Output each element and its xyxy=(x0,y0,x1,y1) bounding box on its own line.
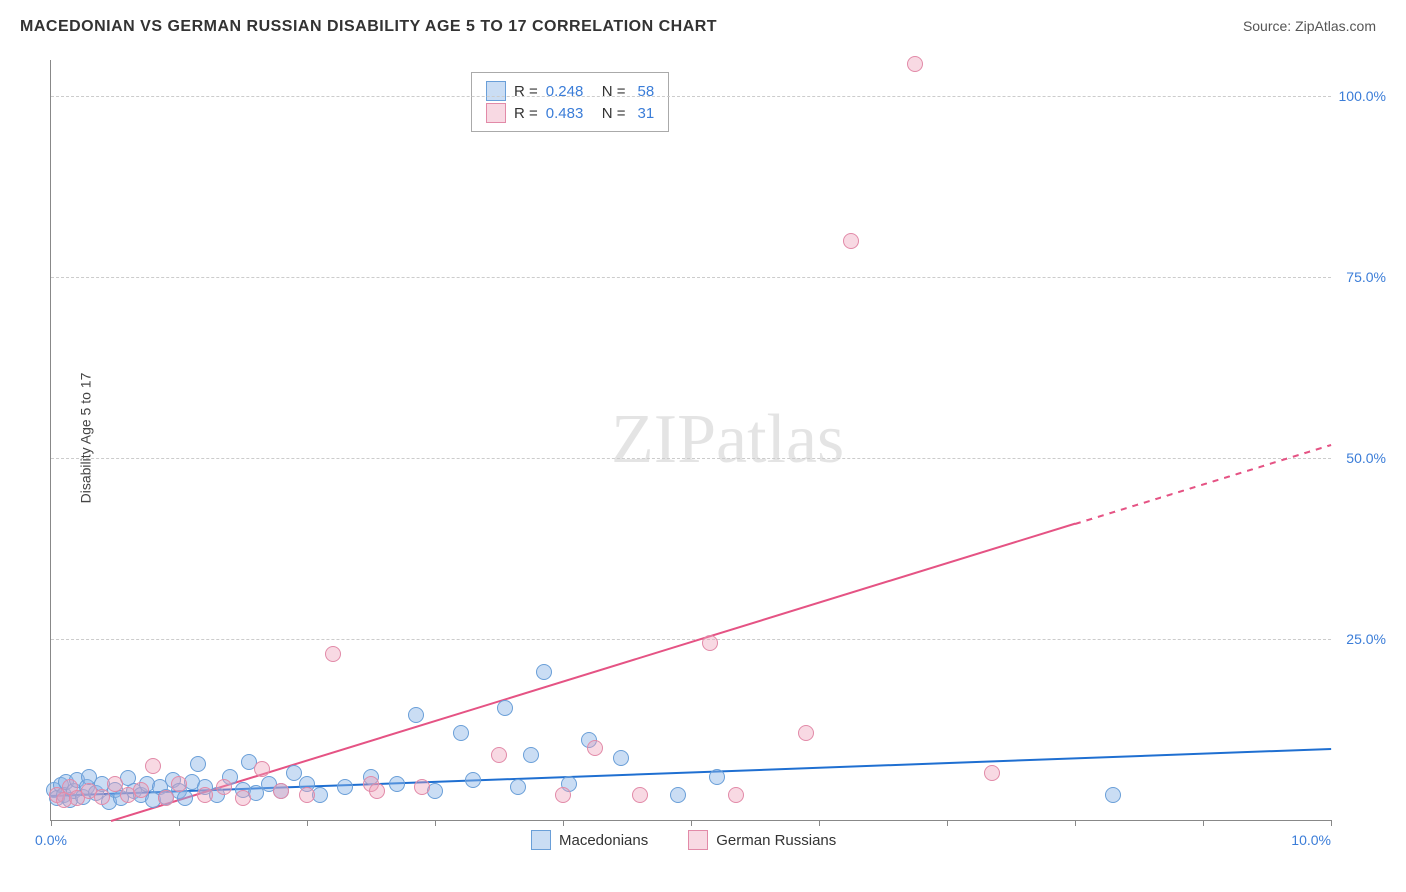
data-point xyxy=(497,700,513,716)
data-point xyxy=(235,790,251,806)
data-point xyxy=(510,779,526,795)
n-value-2: 31 xyxy=(638,105,655,122)
plot-area: ZIPatlas R = 0.248 N = 58 R = 0.483 N = … xyxy=(50,60,1331,821)
swatch-macedonians xyxy=(486,81,506,101)
data-point xyxy=(465,772,481,788)
x-tick xyxy=(819,820,820,826)
r-label: R = xyxy=(514,105,538,122)
data-point xyxy=(1105,787,1121,803)
data-point xyxy=(453,725,469,741)
data-point xyxy=(190,756,206,772)
data-point xyxy=(177,790,193,806)
data-point xyxy=(632,787,648,803)
data-point xyxy=(273,783,289,799)
gridline xyxy=(51,96,1331,97)
x-tick xyxy=(1203,820,1204,826)
gridline xyxy=(51,277,1331,278)
x-tick xyxy=(1331,820,1332,826)
swatch-icon xyxy=(531,830,551,850)
y-tick-label: 75.0% xyxy=(1346,269,1386,285)
data-point xyxy=(158,790,174,806)
x-tick xyxy=(947,820,948,826)
data-point xyxy=(984,765,1000,781)
data-point xyxy=(523,747,539,763)
trendline xyxy=(1075,444,1332,525)
data-point xyxy=(94,789,110,805)
data-point xyxy=(555,787,571,803)
y-tick-label: 25.0% xyxy=(1346,631,1386,647)
data-point xyxy=(408,707,424,723)
source-label: Source: ZipAtlas.com xyxy=(1243,18,1376,34)
swatch-icon xyxy=(688,830,708,850)
data-point xyxy=(171,776,187,792)
gridline xyxy=(51,458,1331,459)
data-point xyxy=(907,56,923,72)
data-point xyxy=(254,761,270,777)
x-tick-label: 0.0% xyxy=(35,832,67,848)
data-point xyxy=(325,646,341,662)
data-point xyxy=(389,776,405,792)
stats-row-2: R = 0.483 N = 31 xyxy=(486,103,654,123)
data-point xyxy=(798,725,814,741)
x-tick xyxy=(435,820,436,826)
x-tick xyxy=(307,820,308,826)
data-point xyxy=(369,783,385,799)
stats-row-1: R = 0.248 N = 58 xyxy=(486,81,654,101)
data-point xyxy=(536,664,552,680)
y-tick-label: 50.0% xyxy=(1346,450,1386,466)
y-tick-label: 100.0% xyxy=(1339,88,1386,104)
x-tick xyxy=(179,820,180,826)
x-tick xyxy=(1075,820,1076,826)
legend-label: German Russians xyxy=(716,832,836,849)
legend-label: Macedonians xyxy=(559,832,648,849)
swatch-german-russians xyxy=(486,103,506,123)
legend-item-macedonians: Macedonians xyxy=(531,830,648,850)
watermark: ZIPatlas xyxy=(611,400,844,480)
data-point xyxy=(709,769,725,785)
data-point xyxy=(587,740,603,756)
r-value-2: 0.483 xyxy=(546,105,594,122)
bottom-legend: Macedonians German Russians xyxy=(531,830,836,850)
x-tick xyxy=(691,820,692,826)
chart-title: MACEDONIAN VS GERMAN RUSSIAN DISABILITY … xyxy=(20,18,717,36)
legend-item-german-russians: German Russians xyxy=(688,830,836,850)
chart-container: Disability Age 5 to 17 ZIPatlas R = 0.24… xyxy=(50,50,1390,860)
data-point xyxy=(145,758,161,774)
data-point xyxy=(670,787,686,803)
data-point xyxy=(197,787,213,803)
x-tick-label: 10.0% xyxy=(1291,832,1331,848)
data-point xyxy=(702,635,718,651)
x-tick xyxy=(51,820,52,826)
data-point xyxy=(299,787,315,803)
data-point xyxy=(843,233,859,249)
data-point xyxy=(337,779,353,795)
data-point xyxy=(414,779,430,795)
data-point xyxy=(133,782,149,798)
n-label: N = xyxy=(602,105,626,122)
data-point xyxy=(216,779,232,795)
data-point xyxy=(613,750,629,766)
x-tick xyxy=(563,820,564,826)
data-point xyxy=(491,747,507,763)
stats-box: R = 0.248 N = 58 R = 0.483 N = 31 xyxy=(471,72,669,132)
data-point xyxy=(728,787,744,803)
